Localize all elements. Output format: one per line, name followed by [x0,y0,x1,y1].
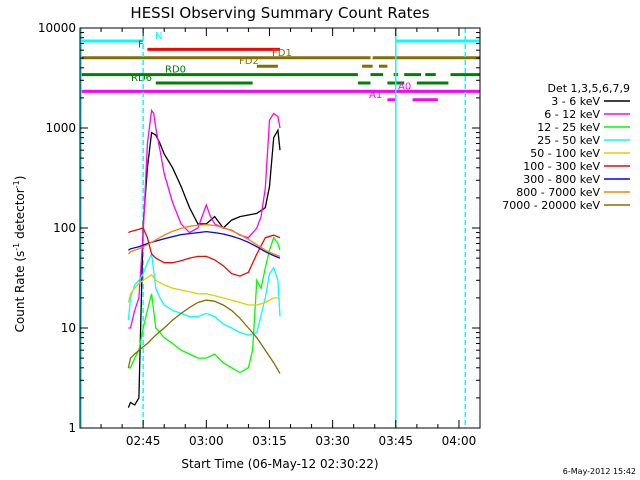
flag-bar-label: F [138,39,144,50]
x-axis-label: Start Time (06-May-12 02:30:22) [181,457,378,471]
flag-bar-label: RD6 [131,73,152,84]
x-tick-label: 03:30 [315,434,350,448]
x-tick-label: 03:00 [189,434,224,448]
legend-entry-label: 3 - 6 keV [551,95,600,108]
x-tick-label: 03:15 [252,434,287,448]
flag-bar-label: A0 [398,81,411,92]
timestamp: 6-May-2012 15:42 [563,467,636,476]
x-tick-label: 02:45 [126,434,161,448]
y-tick-label: 1 [68,421,76,435]
x-tick-label: 03:45 [378,434,413,448]
flag-bar-label: RD0 [165,65,186,76]
y-tick-label: 1000 [45,121,76,135]
series-lines [127,108,281,408]
flag-bar-label: N [155,31,162,42]
series-line [128,227,281,277]
legend-title: Det 1,3,5,6,7,9 [547,82,630,95]
y-axis-label-sup: -1 [12,243,21,251]
legend-entry-label: 7000 - 20000 keV [502,199,600,212]
series-line [128,108,281,329]
series-line [127,274,280,306]
series-line [128,230,281,259]
legend-entry-label: 6 - 12 keV [544,108,600,121]
series-line [128,236,281,374]
series-line [127,299,281,374]
legend-entry-label: 12 - 25 keV [537,121,600,134]
flag-bar-label: A1 [369,90,382,101]
y-axis-label-sup: -1 [12,180,21,188]
y-axis-label: Count Rate (s-1 detector-1) [12,176,27,333]
y-axis-label-part: detector [13,188,27,243]
chart-title: HESSI Observing Summary Count Rates [130,4,429,22]
y-axis-label-part: ) [13,176,27,181]
y-tick-label: 10000 [38,21,76,35]
legend-entry-label: 25 - 50 keV [537,134,600,147]
flag-bar-label: FD2 [239,56,259,67]
legend-entry-label: 50 - 100 keV [530,147,600,160]
series-line [127,251,281,336]
axis-ticks: 1 10 100 1000 10000 02:45 03:00 03:15 03:30 03:45… [38,21,480,448]
y-tick-label: 10 [61,321,76,335]
y-axis-label-part: Count Rate (s [13,251,27,333]
series-line [127,128,281,408]
legend-entry-label: 300 - 800 keV [523,173,600,186]
y-tick-label: 100 [53,221,76,235]
legend-entry-label: 100 - 300 keV [523,160,600,173]
x-tick-label: 04:00 [442,434,477,448]
flag-bar-label: FD1 [272,48,292,59]
series-line [127,224,281,258]
observing-flag-bars: NF FD1 FD2 RD0 RD6 A0 A1 [80,31,480,102]
legend-entry-label: 800 - 7000 keV [516,186,600,199]
